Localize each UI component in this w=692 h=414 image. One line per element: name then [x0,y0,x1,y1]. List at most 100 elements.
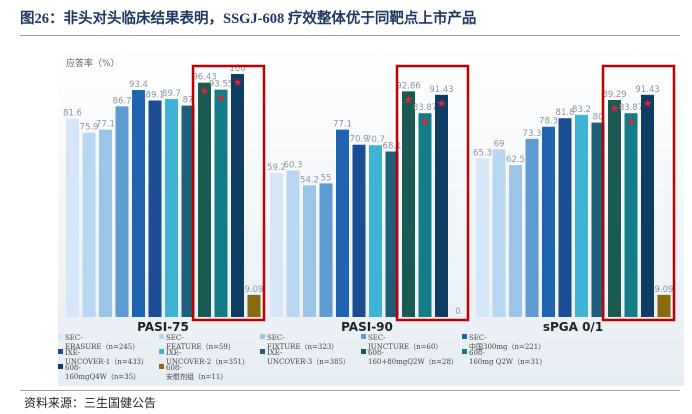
legend-label-line1: IXE- [166,349,182,357]
legend-label-line1: SEC- [166,334,184,342]
data-label: 83.87 [619,103,643,113]
legend-label-line1: SEC- [65,334,83,342]
bar [214,89,228,318]
bar [402,91,415,317]
data-label: 92.86 [396,81,420,91]
data-label: 81.8 [556,108,575,118]
data-label: 70.7 [366,135,385,145]
bar [165,99,178,318]
bar [132,90,145,317]
data-label: 81.6 [63,109,82,119]
bar [591,122,605,317]
bar [575,114,588,317]
legend-label-line1: SEC- [368,334,386,342]
legend-label-line2: 160mg Q2W（n=31） [469,358,546,366]
bar [369,145,382,317]
legend-label-line1: 608- [166,364,182,372]
data-label: 89.7 [162,89,181,99]
data-label: 9.09 [245,285,264,295]
legend-label-line2: JUNCTURE（n=60） [367,343,442,351]
bar [558,118,572,317]
highlight-box [395,64,470,322]
legend-swatch [260,349,265,354]
bar [148,100,162,317]
data-label: 62.5 [506,155,525,165]
bar-chart: 应答率（%） 81.675.977.186.793.489.189.78796.… [58,44,684,386]
bar [657,294,671,317]
highlight-box [191,64,266,322]
star-marker: ★ [216,92,226,105]
legend-swatch [361,349,366,354]
bar [542,126,555,317]
bar [525,138,539,317]
legend-label-line1: SEC- [469,334,487,342]
legend-swatch [159,349,164,354]
data-label: 91.43 [635,85,659,95]
bar [303,185,316,317]
star-marker: ★ [200,85,210,98]
data-label: 68.1 [383,142,402,152]
legend-swatch [58,364,63,369]
legend-label-line2: 160+80mgQ2W（n=28） [368,358,458,366]
bar [319,183,333,317]
legend-swatch [159,334,164,339]
figure-title: 图26：非头对头临床结果表明，SSGJ-608 疗效整体优于同靶点上市产品 [20,11,477,27]
star-marker: ★ [626,115,636,128]
bar [270,173,283,317]
data-label: 89.1 [146,90,165,100]
data-label: 86.7 [113,96,132,106]
category-label: sPGA 0/1 [543,320,603,334]
category-label: PASI-75 [137,320,189,334]
bar [99,129,112,317]
bar [476,158,489,317]
legend-swatch [58,334,63,339]
data-label: 9.09 [655,285,674,295]
data-label: 75.9 [80,123,99,133]
data-label: 60.3 [284,160,303,170]
star-marker: ★ [404,93,414,106]
data-label: 77.1 [96,120,115,130]
bar [352,144,366,317]
bar [435,94,448,317]
legend-swatch [58,349,63,354]
data-label: 55 [321,173,332,183]
data-label: 83.87 [413,103,437,113]
legend-label-line1: 608- [368,349,384,357]
bar [231,74,244,317]
source-note: 资料来源：三生国健公告 [24,396,157,410]
data-label: 59.2 [267,163,286,173]
data-label: 70.9 [350,135,369,145]
data-label: 100 [229,64,245,74]
bar [418,113,432,318]
bar [641,94,654,317]
data-label: 77.1 [333,120,352,130]
data-label: 87 [183,96,194,106]
data-label: 65.3 [473,148,492,158]
bar [336,129,349,317]
bar [82,132,96,317]
legend-label-line2: UNCOVER-1（n=433） [65,358,148,366]
data-label: 80 [593,113,604,123]
data-label: 0 [455,307,460,317]
data-label: 89.29 [602,90,626,100]
star-marker: ★ [610,102,620,115]
star-marker: ★ [437,97,447,110]
data-label: 93.55 [209,80,233,90]
legend-swatch [159,364,164,369]
legend-label-line2: 中国300mg（n=221） [469,342,545,351]
legend-label-line2: UNCOVER-2（n=351） [166,358,249,366]
data-label: 93.4 [129,80,148,90]
category-label: PASI-90 [341,320,393,334]
source-divider [20,390,680,391]
bar [66,118,79,317]
bar [247,294,261,317]
legend-swatch [462,334,467,339]
legend-label-line2: ERASURE（n=245） [65,343,139,351]
legend-label-line1: 608- [469,349,485,357]
highlight-box [601,64,676,322]
legend-swatch [462,349,467,354]
legend-label-line2: FEATURE（n=59） [166,343,235,351]
data-label: 96.43 [192,73,216,83]
star-marker: ★ [643,97,653,110]
data-label: 69 [494,139,505,149]
